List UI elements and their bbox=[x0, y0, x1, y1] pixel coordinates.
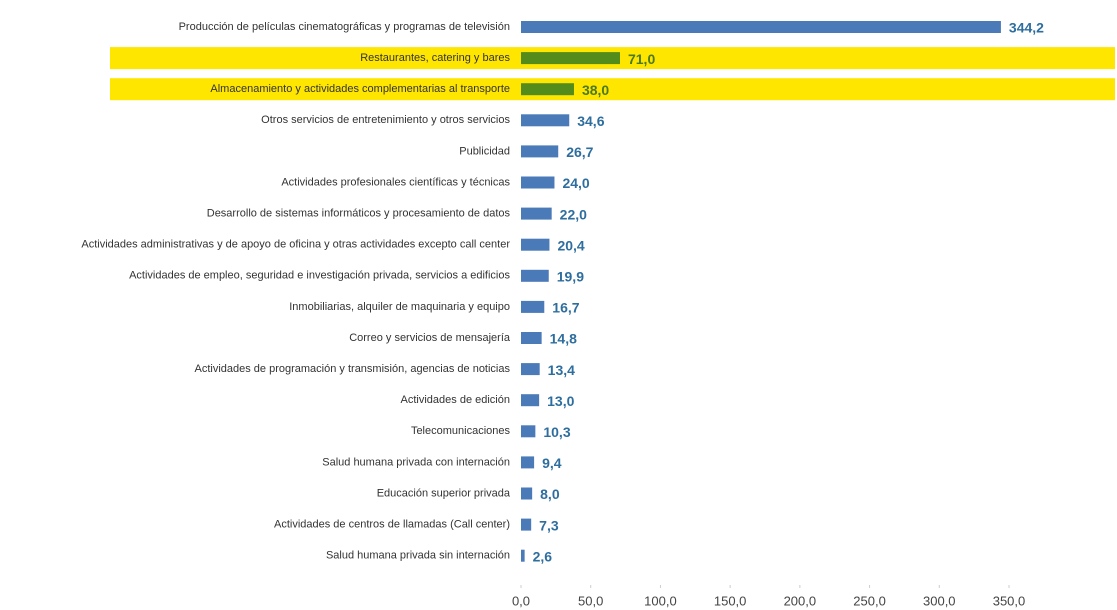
category-label: Producción de películas cinematográficas… bbox=[179, 21, 510, 33]
x-tick-label: 200,0 bbox=[784, 593, 817, 608]
value-label: 38,0 bbox=[582, 82, 609, 98]
bar bbox=[521, 52, 620, 65]
category-label: Otros servicios de entretenimiento y otr… bbox=[261, 114, 510, 126]
value-label: 13,4 bbox=[548, 362, 575, 378]
category-label: Actividades de empleo, seguridad e inves… bbox=[129, 270, 510, 282]
value-label: 71,0 bbox=[628, 51, 655, 67]
value-label: 344,2 bbox=[1009, 20, 1044, 36]
category-label: Salud humana privada con internación bbox=[322, 456, 510, 468]
value-label: 20,4 bbox=[557, 237, 584, 253]
value-label: 13,0 bbox=[547, 393, 574, 409]
x-tick-label: 350,0 bbox=[993, 593, 1026, 608]
category-label: Actividades de centros de llamadas (Call… bbox=[274, 519, 510, 531]
category-label: Salud humana privada sin internación bbox=[326, 550, 510, 562]
category-label: Actividades administrativas y de apoyo d… bbox=[81, 239, 510, 251]
bar bbox=[521, 300, 545, 313]
value-label: 34,6 bbox=[577, 113, 604, 129]
value-label: 10,3 bbox=[543, 424, 570, 440]
value-label: 9,4 bbox=[542, 455, 562, 471]
bar bbox=[521, 176, 555, 189]
bar bbox=[521, 549, 525, 562]
x-tick-label: 50,0 bbox=[578, 593, 603, 608]
value-label: 22,0 bbox=[560, 206, 587, 222]
category-label: Inmobiliarias, alquiler de maquinaria y … bbox=[289, 301, 510, 313]
bar bbox=[521, 332, 542, 344]
category-label: Publicidad bbox=[459, 145, 510, 157]
category-label: Almacenamiento y actividades complementa… bbox=[210, 83, 510, 95]
x-tick-label: 0,0 bbox=[512, 593, 530, 608]
bar bbox=[521, 83, 574, 96]
category-label: Actividades de programación y transmisió… bbox=[195, 363, 511, 375]
highlight-band bbox=[110, 78, 1115, 101]
bar bbox=[521, 456, 535, 469]
category-label: Educación superior privada bbox=[377, 487, 511, 499]
category-label: Correo y servicios de mensajería bbox=[349, 332, 511, 344]
category-label: Desarrollo de sistemas informáticos y pr… bbox=[207, 208, 511, 220]
bar bbox=[521, 425, 536, 438]
category-label: Telecomunicaciones bbox=[411, 425, 511, 437]
x-tick-label: 100,0 bbox=[644, 593, 677, 608]
bar bbox=[521, 207, 552, 220]
value-label: 19,9 bbox=[557, 269, 584, 285]
x-tick-label: 150,0 bbox=[714, 593, 747, 608]
value-label: 16,7 bbox=[552, 300, 579, 316]
x-tick-label: 300,0 bbox=[923, 593, 956, 608]
bar bbox=[521, 238, 550, 251]
x-tick-label: 250,0 bbox=[853, 593, 886, 608]
bar bbox=[521, 114, 570, 127]
bar bbox=[521, 363, 540, 376]
value-label: 14,8 bbox=[550, 331, 577, 347]
bar bbox=[521, 145, 559, 158]
value-label: 26,7 bbox=[566, 144, 593, 160]
bar bbox=[521, 518, 532, 531]
bar bbox=[521, 394, 540, 407]
category-label: Restaurantes, catering y bares bbox=[360, 52, 510, 64]
value-label: 8,0 bbox=[540, 486, 560, 502]
value-label: 7,3 bbox=[539, 517, 559, 533]
value-label: 24,0 bbox=[562, 175, 589, 191]
bar bbox=[521, 487, 533, 500]
value-label: 2,6 bbox=[533, 548, 553, 564]
category-label: Actividades de edición bbox=[401, 394, 510, 406]
bar bbox=[521, 269, 549, 282]
category-label: Actividades profesionales científicas y … bbox=[281, 176, 510, 188]
bar bbox=[521, 21, 1001, 33]
